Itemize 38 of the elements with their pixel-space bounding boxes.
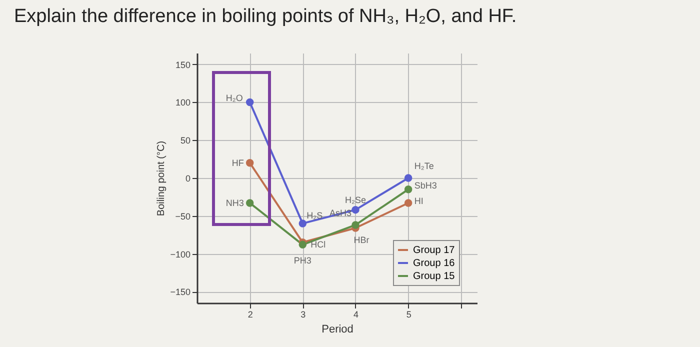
point <box>298 220 307 228</box>
point <box>352 206 360 214</box>
x-tick-label: 2 <box>248 310 253 320</box>
point <box>298 240 307 249</box>
point <box>246 98 254 106</box>
y-tick-label: 150 <box>175 60 190 70</box>
annotation: H₂Te <box>414 161 434 171</box>
x-tick-label: 5 <box>406 310 412 320</box>
point <box>404 199 412 207</box>
y-tick-label: −150 <box>170 287 190 298</box>
annotation: HF <box>232 158 244 168</box>
legend-label: Group 15 <box>413 271 456 282</box>
chart-title: Explain the difference in boiling points of NH₃, H₂O, and HF. <box>14 6 517 28</box>
annotation: NH3 <box>226 198 244 208</box>
y-tick-label: −50 <box>175 211 190 222</box>
point <box>246 158 254 167</box>
annotation: PH3 <box>294 256 312 266</box>
point <box>404 174 412 182</box>
y-axis-title: Boiling point (°C) <box>156 140 168 216</box>
annotation: H₂Se <box>344 194 366 205</box>
annotation: HBr <box>354 235 370 245</box>
point <box>352 221 360 229</box>
x-tick-label: 3 <box>300 310 306 320</box>
point <box>246 199 254 207</box>
annotation: H₂S <box>306 210 323 220</box>
y-tick-label: 0 <box>185 174 190 184</box>
annotation: H₂O <box>226 93 243 104</box>
x-axis-title: Period <box>322 324 354 336</box>
y-tick-label: 100 <box>175 98 190 108</box>
legend-label: Group 17 <box>413 245 456 256</box>
y-tick-label: 50 <box>180 136 190 146</box>
point <box>404 186 412 194</box>
annotation: HI <box>414 196 424 206</box>
legend-label: Group 16 <box>413 258 456 269</box>
annotation: HCl <box>310 239 326 250</box>
annotation: SbH3 <box>414 180 437 190</box>
x-tick-label: 4 <box>353 310 358 320</box>
y-tick-label: −100 <box>170 249 190 260</box>
